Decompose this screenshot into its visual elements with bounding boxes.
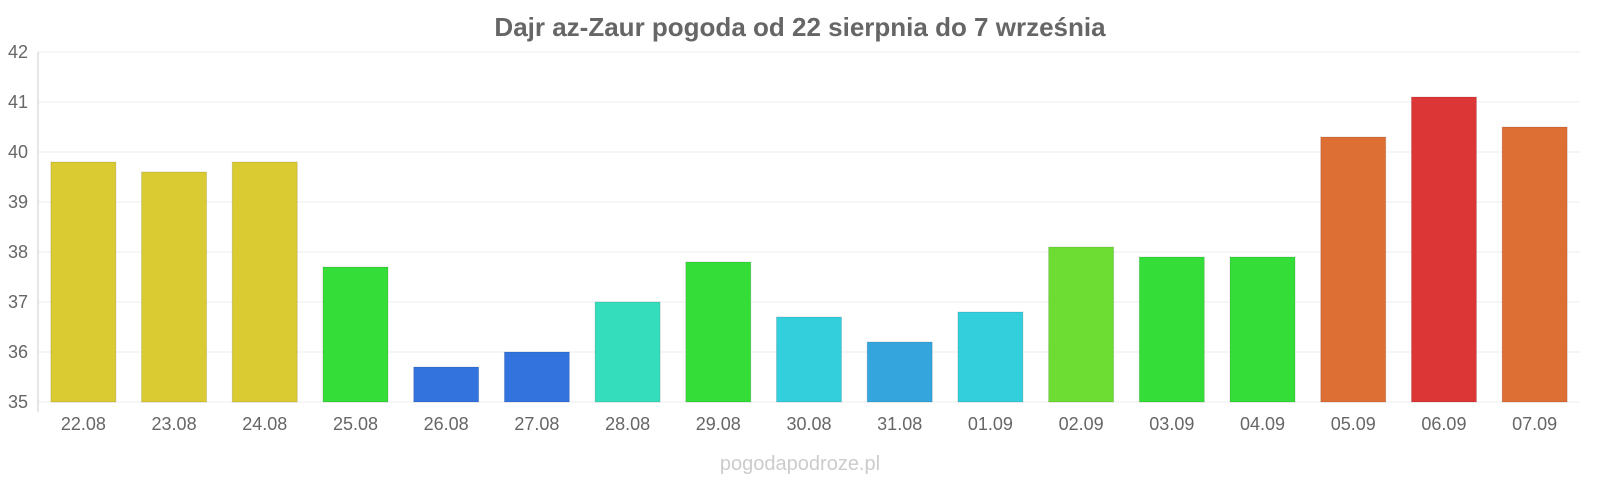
x-tick-label: 22.08 (61, 414, 106, 434)
y-tick-label: 36 (8, 342, 28, 362)
bar-04.09 (1229, 256, 1296, 403)
x-tick-label: 01.09 (968, 414, 1013, 434)
x-tick-label: 29.08 (696, 414, 741, 434)
bar-05.09 (1320, 136, 1387, 403)
bar-26.08 (413, 366, 480, 403)
bar-06.09 (1410, 96, 1477, 403)
x-tick-label: 28.08 (605, 414, 650, 434)
y-tick-label: 38 (8, 242, 28, 262)
bars (50, 96, 1568, 403)
x-tick-label: 04.09 (1240, 414, 1285, 434)
x-tick-label: 30.08 (786, 414, 831, 434)
x-tick-label: 26.08 (424, 414, 469, 434)
x-tick-label: 27.08 (514, 414, 559, 434)
bar-02.09 (1048, 246, 1115, 403)
bar-24.08 (231, 161, 298, 403)
x-tick-label: 05.09 (1331, 414, 1376, 434)
bar-30.08 (776, 316, 842, 403)
bar-03.09 (1138, 256, 1205, 403)
chart-title: Dajr az-Zaur pogoda od 22 sierpnia do 7 … (494, 12, 1106, 42)
y-tick-label: 40 (8, 142, 28, 162)
y-tick-label: 39 (8, 192, 28, 212)
y-axis-tick-labels: 35 36 37 38 39 40 41 42 (8, 42, 28, 412)
x-tick-label: 25.08 (333, 414, 378, 434)
bar-27.08 (503, 351, 570, 403)
x-tick-label: 02.09 (1059, 414, 1104, 434)
bar-28.08 (594, 301, 661, 403)
x-tick-label: 23.08 (152, 414, 197, 434)
bar-31.08 (866, 341, 933, 403)
watermark: pogodapodroze.pl (720, 453, 880, 475)
x-axis-tick-labels: 22.08 23.08 24.08 25.08 26.08 27.08 28.08 29.08… (61, 414, 1557, 434)
bar-29.08 (685, 261, 752, 403)
y-tick-label: 42 (8, 42, 28, 62)
bar-07.09 (1501, 126, 1568, 403)
y-tick-label: 37 (8, 292, 28, 312)
y-tick-label: 41 (8, 92, 28, 112)
bar-25.08 (322, 266, 389, 403)
bar-23.08 (141, 171, 208, 403)
y-tick-label: 35 (8, 392, 28, 412)
x-tick-label: 03.09 (1149, 414, 1194, 434)
bar-01.09 (957, 311, 1024, 403)
x-tick-label: 24.08 (242, 414, 287, 434)
x-tick-label: 31.08 (877, 414, 922, 434)
x-tick-label: 06.09 (1421, 414, 1466, 434)
x-tick-label: 07.09 (1512, 414, 1557, 434)
bar-22.08 (50, 161, 117, 403)
